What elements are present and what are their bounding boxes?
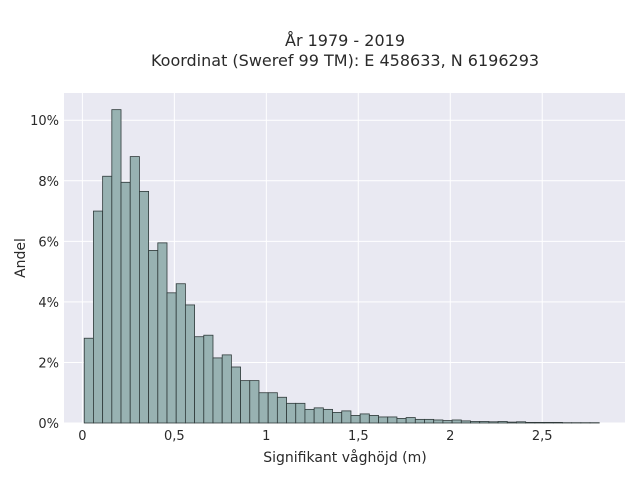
histogram-bar [497,421,508,424]
histogram-bar [460,420,471,424]
x-tick-label: 2,5 [532,429,553,444]
histogram-bar [525,421,536,424]
x-tick-label: 0 [78,429,86,444]
histogram-bar [184,304,195,424]
histogram-bar [240,380,251,424]
x-axis-label: Signifikant våghöjd (m) [263,449,426,466]
y-tick-label: 4% [38,296,59,311]
histogram-bar [148,250,159,424]
histogram-bar [221,354,232,424]
x-tick-label: 2 [446,429,454,444]
histogram-bar [451,419,462,424]
histogram-bar [552,421,563,424]
x-tick-label: 0,5 [164,429,185,444]
histogram-bar [378,416,389,424]
histogram-bar [166,292,177,424]
histogram-bar [120,181,131,424]
x-tick-label: 1 [262,429,270,444]
histogram-bar [534,421,545,424]
histogram-bar [175,283,186,424]
histogram-bar [470,421,481,424]
histogram-bar [258,392,269,424]
histogram-bar [93,210,104,424]
histogram-bar [230,366,241,424]
y-tick-label: 8% [38,175,59,190]
histogram-bar [102,175,113,424]
histogram-bar [341,410,352,424]
histogram-bar [276,396,287,424]
histogram-bar [295,402,306,424]
histogram-bar [157,242,168,424]
histogram-bar [424,418,435,424]
histogram-bar [506,421,517,424]
histogram-bar [139,190,150,424]
histogram-bar [414,418,425,424]
histogram-bar [359,413,370,424]
histogram-bar [313,407,324,424]
histogram-bar [479,421,490,424]
histogram-bar [433,419,444,424]
histogram-bar [543,421,554,424]
y-tick-label: 10% [30,114,59,129]
histogram-bar [203,334,214,424]
histogram-bar [304,408,315,424]
histogram-bar [129,156,140,424]
chart-title-line-2: Koordinat (Sweref 99 TM): E 458633, N 61… [151,51,539,70]
histogram-bar [405,417,416,424]
histogram-bar [332,412,343,424]
chart-title-line-1: År 1979 - 2019 [285,31,405,50]
histogram-bar [83,337,94,424]
histogram-bar [249,380,260,424]
histogram-bar [286,402,297,424]
histogram-bar [267,392,278,424]
histogram-bar [516,421,527,424]
y-tick-label: 2% [38,356,59,371]
histogram-bar [194,336,205,424]
histogram-bar [322,408,333,424]
histogram-bar [111,109,122,424]
histogram-bar [442,420,453,424]
y-axis-label: Andel [13,238,29,278]
histogram-bar [387,416,398,424]
tick-labels: 0 0,5 1 1,5 2 2,5 0% 2% 4% 6% 8% 10% [30,114,552,444]
histogram-bar [368,415,379,424]
histogram-bar [396,418,407,424]
histogram-bar [350,415,361,424]
y-tick-label: 6% [38,235,59,250]
histogram-bar [488,421,499,424]
histogram-bars [83,109,600,424]
histogram-bar [212,357,223,424]
y-tick-label: 0% [38,417,59,432]
x-tick-label: 1,5 [348,429,369,444]
